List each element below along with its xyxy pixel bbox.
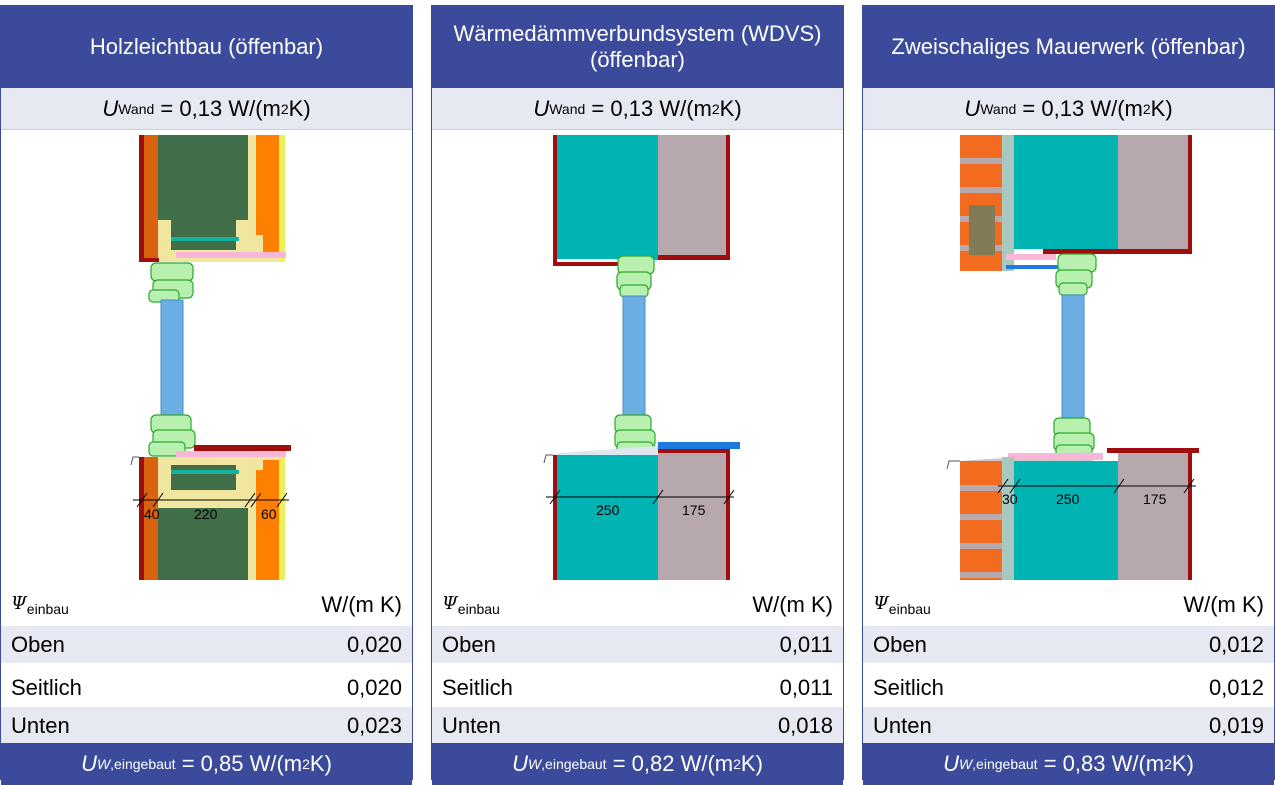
table-row: Seitlich 0,012 bbox=[863, 669, 1274, 706]
psi-unit: W/(m K) bbox=[752, 592, 833, 617]
table-row: Oben 0,012 bbox=[863, 626, 1274, 663]
table-row: Seitlich 0,020 bbox=[1, 669, 412, 706]
table-row: Unten 0,023 bbox=[1, 707, 412, 744]
psi-header: Ψeinbau W/(m K) bbox=[11, 592, 402, 617]
dim-label: 250 bbox=[1056, 491, 1080, 507]
section-drawing-svg: 40 220 60 bbox=[130, 135, 291, 580]
section-drawing-svg: 30 250 175 bbox=[946, 135, 1199, 580]
u-wand-value: U Wand = 0,13 W/(m 2 K) bbox=[863, 88, 1274, 130]
psi-header: Ψeinbau W/(m K) bbox=[442, 592, 833, 617]
panel-title: Holzleichtbau (öffenbar) bbox=[1, 5, 412, 88]
panel-zweischaliges-mauerwerk: Zweischaliges Mauerwerk (öffenbar) U Wand… bbox=[862, 5, 1275, 785]
dim-label: 250 bbox=[596, 502, 620, 518]
dim-label: 30 bbox=[1002, 491, 1018, 507]
section-drawing-wdvs: 250 175 bbox=[432, 130, 843, 580]
panel-holzleichtbau: Holzleichtbau (öffenbar) U Wand = 0,13 W/… bbox=[0, 5, 413, 785]
panel-title: Zweischaliges Mauerwerk (öffenbar) bbox=[863, 5, 1274, 88]
table-row: Unten 0,019 bbox=[863, 707, 1274, 744]
section-drawing-svg: 250 175 bbox=[543, 135, 740, 580]
panel-title: Wärmedämmverbundsystem (WDVS) (öffenbar) bbox=[432, 5, 843, 88]
dim-label: 60 bbox=[261, 506, 277, 522]
u-w-installed: U W,eingebaut = 0,83 W/(m 2 K) bbox=[863, 743, 1274, 785]
dim-label: 175 bbox=[1143, 491, 1167, 507]
table-row: Oben 0,020 bbox=[1, 626, 412, 663]
table-row: Oben 0,011 bbox=[432, 626, 843, 663]
psi-unit: W/(m K) bbox=[1183, 592, 1264, 617]
table-row: Unten 0,018 bbox=[432, 707, 843, 744]
psi-header: Ψeinbau W/(m K) bbox=[873, 592, 1264, 617]
u-w-installed: U W,eingebaut = 0,82 W/(m 2 K) bbox=[432, 743, 843, 785]
dim-label: 175 bbox=[682, 502, 706, 518]
dim-label: 220 bbox=[194, 506, 218, 522]
psi-unit: W/(m K) bbox=[321, 592, 402, 617]
dim-label: 40 bbox=[144, 506, 160, 522]
u-wand-value: U Wand = 0,13 W/(m 2 K) bbox=[432, 88, 843, 130]
section-drawing-mauerwerk: 30 250 175 bbox=[863, 130, 1274, 580]
panel-wdvs: Wärmedämmverbundsystem (WDVS) (öffenbar)… bbox=[431, 5, 844, 785]
u-wand-value: U Wand = 0,13 W/(m 2 K) bbox=[1, 88, 412, 130]
table-row: Seitlich 0,011 bbox=[432, 669, 843, 706]
section-drawing-holzleichtbau: 40 220 60 bbox=[1, 130, 412, 580]
u-w-installed: U W,eingebaut = 0,85 W/(m 2 K) bbox=[1, 743, 412, 785]
